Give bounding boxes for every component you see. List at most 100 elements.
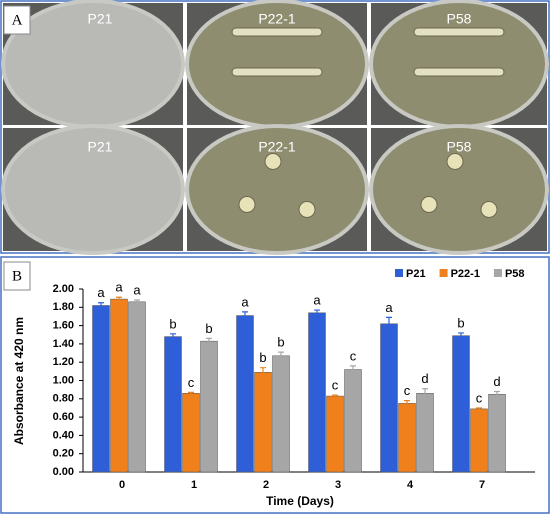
- significance-letter: a: [241, 294, 249, 309]
- streak: [231, 27, 323, 37]
- significance-letter: a: [97, 285, 105, 300]
- bar: [110, 298, 128, 473]
- significance-letter: c: [332, 378, 339, 393]
- significance-letter: a: [313, 292, 321, 307]
- bar: [326, 395, 344, 473]
- error-bar: [188, 391, 194, 395]
- plate: [5, 3, 181, 125]
- bar: [470, 408, 488, 473]
- bar: [272, 355, 290, 473]
- legend-swatch: [395, 269, 403, 277]
- x-tick-label: 2: [263, 479, 269, 491]
- plate: [189, 128, 365, 251]
- error-bar: [260, 367, 266, 377]
- plate-label: P21: [88, 139, 113, 155]
- y-tick-label: 1.80: [53, 301, 74, 313]
- bar: [398, 403, 416, 473]
- significance-letter: d: [421, 371, 428, 386]
- significance-letter: b: [205, 321, 212, 336]
- colony: [446, 153, 464, 170]
- plate-label: P58: [447, 139, 472, 155]
- streak: [413, 27, 505, 37]
- colony: [238, 196, 256, 213]
- significance-letter: a: [385, 300, 393, 315]
- bar: [182, 393, 200, 473]
- significance-letter: c: [350, 348, 357, 363]
- x-tick-label: 4: [407, 479, 414, 491]
- panel-label: B: [12, 268, 22, 284]
- bar: [344, 369, 362, 473]
- x-axis-label: Time (Days): [266, 494, 334, 508]
- error-bar: [422, 388, 428, 398]
- y-tick-label: 1.20: [53, 356, 74, 368]
- y-tick-label: 0.80: [53, 393, 74, 405]
- error-bar: [134, 299, 140, 304]
- plate-label: P22-1: [258, 139, 296, 155]
- colony: [420, 196, 438, 213]
- y-tick-label: 2.00: [53, 283, 74, 295]
- significance-letter: d: [493, 374, 500, 389]
- plate-label: P21: [88, 11, 113, 27]
- error-bar: [116, 296, 122, 301]
- error-bar: [206, 337, 212, 344]
- panel-label-box: [3, 261, 31, 291]
- colony: [264, 153, 282, 170]
- bar: [164, 336, 182, 473]
- streak: [413, 67, 505, 77]
- error-bar: [494, 390, 500, 397]
- bar: [308, 312, 326, 473]
- significance-letter: c: [404, 383, 411, 398]
- significance-letter: a: [115, 280, 123, 295]
- bar: [452, 335, 470, 473]
- error-bar: [332, 394, 338, 397]
- bar: [488, 393, 506, 473]
- x-tick-label: 7: [479, 479, 485, 491]
- significance-letter: a: [133, 282, 141, 297]
- error-bar: [98, 302, 104, 309]
- error-bar: [476, 407, 482, 410]
- error-bar: [278, 351, 284, 360]
- plate-label: P58: [447, 11, 472, 27]
- error-bar: [350, 365, 356, 374]
- bar: [254, 372, 272, 473]
- y-tick-label: 0.40: [53, 429, 74, 441]
- y-tick-label: 0.60: [53, 411, 74, 423]
- error-bar: [458, 332, 464, 339]
- y-tick-label: 0.20: [53, 448, 74, 460]
- bar: [200, 340, 218, 473]
- panel-label-box: [3, 5, 31, 35]
- error-bar: [242, 311, 248, 320]
- significance-letter: b: [277, 335, 284, 350]
- plate-label: P22-1: [258, 11, 296, 27]
- y-tick-label: 1.00: [53, 374, 74, 386]
- significance-letter: b: [457, 315, 464, 330]
- colony: [480, 201, 498, 218]
- panel-label: A: [12, 12, 23, 28]
- legend-label: P58: [505, 268, 525, 280]
- bar: [236, 315, 254, 473]
- significance-letter: c: [188, 375, 195, 390]
- y-tick-label: 0.00: [53, 466, 74, 478]
- legend-label: P22-1: [451, 268, 480, 280]
- legend-label: P21: [406, 268, 426, 280]
- y-tick-label: 1.60: [53, 320, 74, 332]
- x-tick-label: 1: [191, 479, 197, 491]
- colony: [298, 201, 316, 218]
- significance-letter: b: [169, 316, 176, 331]
- error-bar: [386, 316, 392, 331]
- significance-letter: c: [476, 390, 483, 405]
- legend-swatch: [493, 269, 502, 277]
- significance-letter: b: [259, 350, 266, 365]
- bar: [128, 301, 146, 473]
- bar: [416, 393, 434, 473]
- error-bar: [170, 333, 176, 340]
- streak: [231, 67, 323, 77]
- bar: [92, 305, 110, 473]
- plate: [373, 128, 545, 251]
- plate: [5, 128, 181, 251]
- x-tick-label: 0: [119, 479, 125, 491]
- y-axis-label: Absorbance at 420 nm: [12, 317, 26, 445]
- x-tick-label: 3: [335, 479, 341, 491]
- bar: [380, 323, 398, 473]
